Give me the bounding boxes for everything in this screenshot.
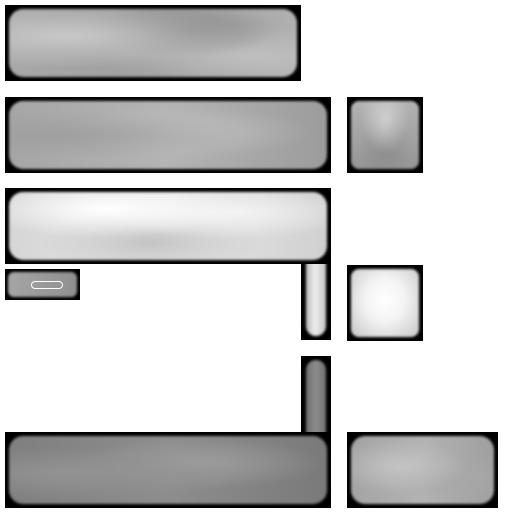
texture-fill	[8, 272, 77, 297]
texture-tile-7-stem	[301, 356, 331, 436]
texture-tile-4	[5, 188, 331, 264]
texture-tile-3	[347, 97, 423, 173]
texture-fill	[351, 269, 419, 337]
texture-fill	[9, 192, 327, 260]
texture-fill	[9, 101, 327, 169]
outline-shape	[31, 281, 63, 289]
texture-fill	[306, 360, 326, 436]
texture-tile-6	[347, 265, 423, 341]
texture-tile-2	[5, 97, 331, 173]
texture-fill	[351, 101, 419, 169]
texture-tile-8	[347, 432, 498, 508]
texture-tile-1	[5, 5, 301, 81]
texture-tile-5	[5, 269, 80, 300]
texture-fill	[351, 436, 494, 504]
texture-fill	[9, 436, 327, 504]
texture-fill	[9, 9, 297, 77]
texture-tile-7	[5, 432, 331, 508]
